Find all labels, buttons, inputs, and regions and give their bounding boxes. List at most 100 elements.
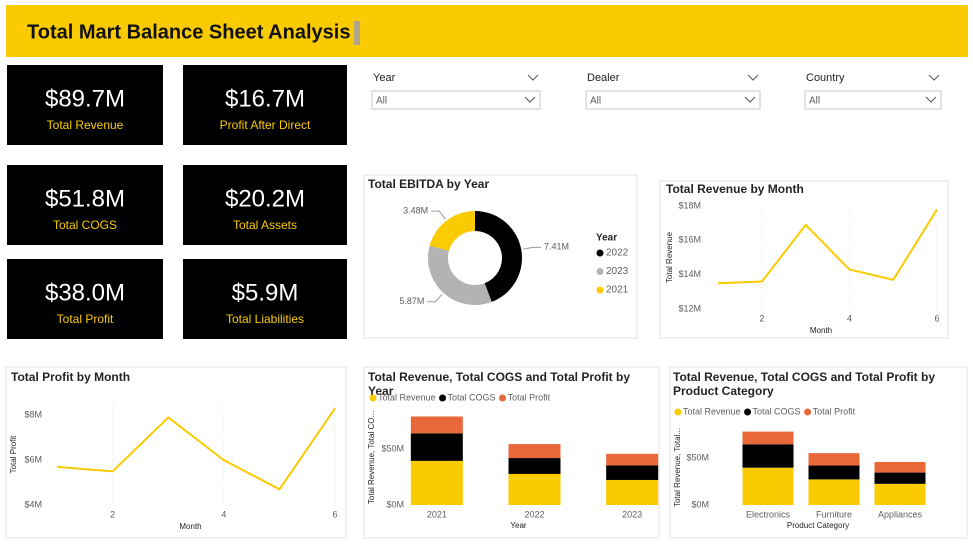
- legend-title: Year: [596, 233, 617, 244]
- slicer-value: All: [590, 96, 601, 107]
- line-series: [57, 407, 336, 491]
- bar-segment: [606, 479, 659, 505]
- chevron: [524, 96, 536, 103]
- y-tick-label: $12M: [678, 303, 701, 313]
- bar-segment: [508, 458, 561, 474]
- kpi-label: Total Revenue: [47, 118, 124, 132]
- chevron: [747, 74, 759, 81]
- bar-segment: [508, 473, 561, 505]
- bar-segment: [410, 416, 463, 434]
- legend-label: 2023: [606, 266, 629, 277]
- bar-segment: [874, 461, 926, 473]
- y-tick-label: $50M: [381, 443, 404, 453]
- x-tick-label: Electronics: [746, 509, 791, 519]
- x-axis-label: Month: [179, 522, 201, 531]
- x-tick-label: 6: [332, 509, 337, 519]
- panel: [5, 366, 347, 539]
- kpi-label: Total Liabilities: [226, 312, 304, 326]
- legend-marker: [499, 394, 507, 402]
- title-accent: [354, 21, 360, 45]
- data-label: 3.48M: [403, 205, 428, 215]
- x-tick-label: 4: [221, 509, 226, 519]
- slicer-label: Year: [373, 72, 396, 84]
- kpi-card: [7, 165, 163, 245]
- kpi-label: Total COGS: [53, 218, 117, 232]
- kpi-value: $20.2M: [225, 185, 305, 212]
- leader-line: [431, 210, 446, 220]
- bar-segment: [742, 467, 794, 505]
- bar-segment: [874, 483, 926, 505]
- data-label: 7.41M: [544, 242, 569, 252]
- slicer-dropdown: [585, 90, 761, 110]
- legend-label: Total Revenue: [378, 392, 436, 402]
- y-tick-label: $18M: [678, 200, 701, 210]
- x-tick-label: 6: [934, 313, 939, 323]
- leader-line: [427, 293, 443, 303]
- kpi-value: $51.8M: [45, 185, 125, 212]
- kpi-label: Total Assets: [233, 218, 297, 232]
- panel: [659, 180, 949, 339]
- donut-segment: [429, 211, 475, 251]
- chart-title-box: Total EBITDA by Year: [368, 177, 490, 191]
- header-bar: [6, 5, 968, 57]
- donut-segment: [475, 211, 522, 302]
- bar-segment: [508, 444, 561, 459]
- y-tick-label: $50M: [686, 453, 709, 463]
- x-tick-label: Furniture: [816, 509, 852, 519]
- bar-segment: [742, 431, 794, 445]
- legend-marker: [439, 394, 447, 402]
- legend-label: Total COGS: [448, 392, 496, 402]
- bar-segment: [410, 460, 463, 505]
- legend-label: 2022: [606, 248, 629, 259]
- legend-label: Total Revenue: [683, 406, 741, 416]
- bar-segment: [808, 479, 860, 505]
- line-series: [718, 208, 938, 285]
- legend-label: 2021: [606, 285, 629, 296]
- bar-segment: [808, 453, 860, 466]
- legend-marker: [596, 286, 604, 294]
- y-axis-label: Total Revenue, Total CO...: [367, 411, 376, 504]
- slicer-label: Dealer: [587, 72, 620, 84]
- panel: [363, 174, 638, 339]
- x-tick-label: 2022: [524, 509, 544, 519]
- legend-marker: [804, 408, 812, 416]
- kpi-card: [7, 65, 163, 145]
- x-axis-label: Year: [510, 521, 527, 530]
- chart-title: Total Revenue, Total COGS and Total Prof…: [368, 370, 631, 398]
- chart-title: Total Revenue, Total COGS and Total Prof…: [673, 370, 936, 398]
- bar-segment: [742, 444, 794, 468]
- bar-segment: [808, 465, 860, 480]
- kpi-value: $5.9M: [232, 279, 299, 306]
- chevron: [744, 96, 756, 103]
- chevron: [928, 74, 940, 81]
- legend-label: Total Profit: [813, 406, 856, 416]
- kpi-value: $89.7M: [45, 85, 125, 112]
- legend-marker: [744, 408, 752, 416]
- y-tick-label: $8M: [24, 410, 42, 420]
- legend-label: Total Profit: [508, 392, 551, 402]
- kpi-label: Profit After Direct: [220, 118, 311, 132]
- slicer-label: Country: [806, 72, 845, 84]
- donut-segment: [428, 245, 492, 306]
- bar-segment: [874, 472, 926, 484]
- chevron: [925, 96, 937, 103]
- x-axis-label: Product Category: [787, 521, 849, 530]
- leader-line: [523, 246, 542, 250]
- slicer-dropdown: [804, 90, 942, 110]
- legend-marker: [674, 408, 682, 416]
- panel: [669, 366, 968, 539]
- x-tick-label: 2: [110, 509, 115, 519]
- x-tick-label: 2021: [427, 509, 447, 519]
- chevron: [527, 74, 539, 81]
- chart-title: Total EBITDA by Year: [368, 177, 490, 191]
- y-axis-label: Total Revenue, Total...: [673, 428, 682, 507]
- y-axis-label: Total Profit: [9, 435, 18, 474]
- legend-marker: [369, 394, 377, 402]
- x-tick-label: 4: [847, 313, 852, 323]
- kpi-card: [183, 65, 347, 145]
- x-axis-label: Month: [810, 326, 832, 335]
- y-tick-label: $0M: [691, 499, 709, 509]
- x-tick-label: 2023: [622, 509, 642, 519]
- kpi-label: Total Profit: [57, 312, 114, 326]
- bar-segment: [410, 433, 463, 461]
